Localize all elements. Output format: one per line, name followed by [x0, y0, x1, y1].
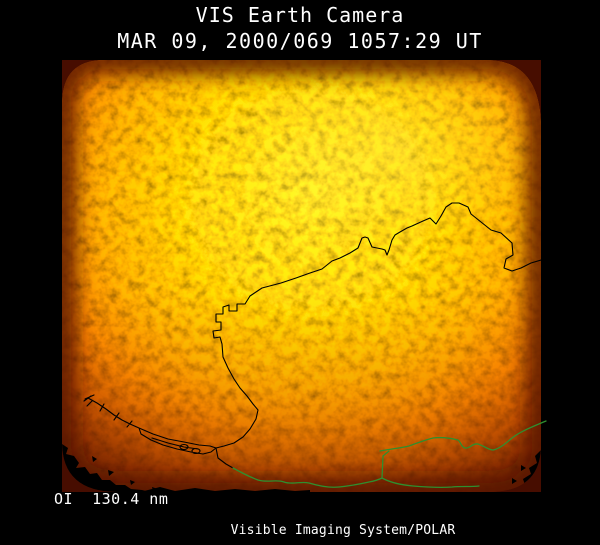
terminator-line [232, 420, 547, 489]
page-title: VIS Earth Camera [195, 3, 405, 27]
credit-block: Visible Imaging System/POLAR The Univers… [183, 491, 503, 545]
lower-shading [62, 290, 541, 492]
bright-highlight [230, 60, 541, 245]
coastline-overlay [83, 202, 541, 469]
timestamp: MAR 09, 2000/069 1057:29 UT [117, 29, 483, 53]
credit-line-1: Visible Imaging System/POLAR [230, 523, 456, 538]
edge-vignette [62, 60, 541, 492]
wavelength-label: OI 130.4 nm [54, 490, 169, 508]
